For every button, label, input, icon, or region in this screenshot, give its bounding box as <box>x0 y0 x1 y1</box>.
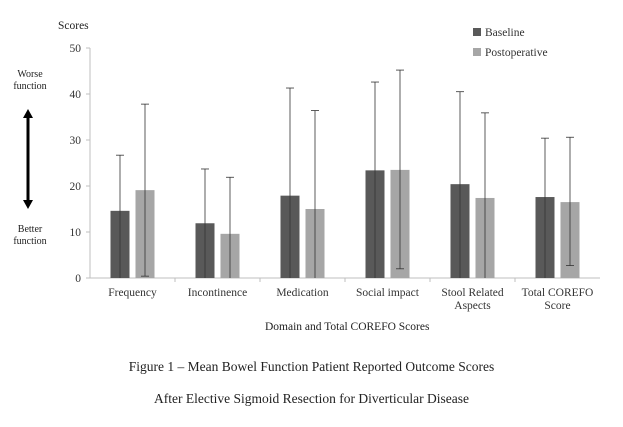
x-tick-label: Frequency <box>108 287 157 299</box>
bar-chart: 0 10 20 30 40 50 Frequency Incontinence Medicati… <box>23 27 600 312</box>
better-function-line-1: Better <box>17 224 43 235</box>
x-axis-title: Domain and Total COREFO Scores <box>265 321 430 333</box>
x-tick-label: Medication <box>276 287 329 299</box>
better-function-label: Better function <box>0 224 60 248</box>
x-tick-label: Aspects <box>454 300 491 312</box>
y-tick-label: 20 <box>70 181 82 193</box>
figure-caption-line-2: After Elective Sigmoid Resection for Div… <box>154 391 469 406</box>
x-tick-label: Incontinence <box>188 287 247 299</box>
function-arrow-head-down <box>23 200 33 209</box>
y-tick-label: 40 <box>70 89 82 101</box>
better-function-line-2: function <box>13 236 47 247</box>
x-tick-label: Stool Related <box>441 287 504 299</box>
x-tick-label: Score <box>544 300 570 312</box>
worse-function-line-1: Worse <box>17 69 43 80</box>
legend-swatch-postoperative <box>473 48 481 56</box>
y-tick-label: 30 <box>70 135 82 147</box>
y-tick-label: 50 <box>70 43 82 55</box>
y-tick-label: 10 <box>70 227 82 239</box>
y-axis-title: Scores <box>58 20 89 32</box>
x-tick-label: Social impact <box>356 287 420 299</box>
legend-label-postoperative: Postoperative <box>485 47 548 59</box>
figure-caption-line-1: Figure 1 – Mean Bowel Function Patient R… <box>128 359 495 374</box>
function-arrow-head-up <box>23 109 33 118</box>
x-tick-label: Total COREFO <box>522 287 594 299</box>
worse-function-label: Worse function <box>0 69 60 93</box>
legend-swatch-baseline <box>473 28 481 36</box>
worse-function-line-2: function <box>13 81 47 92</box>
legend-label-baseline: Baseline <box>485 27 525 39</box>
y-tick-label: 0 <box>75 273 81 285</box>
